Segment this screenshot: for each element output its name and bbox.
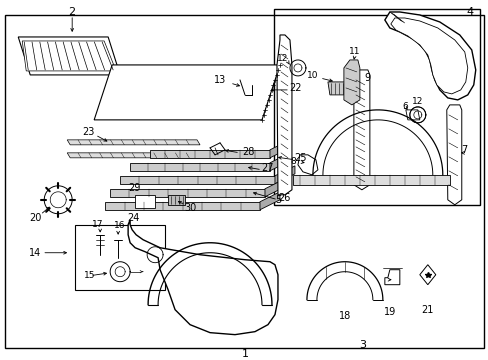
Polygon shape [110, 189, 264, 197]
Text: 19: 19 [383, 307, 395, 317]
Text: 15: 15 [84, 271, 96, 280]
Text: 13: 13 [213, 75, 225, 85]
Polygon shape [384, 270, 399, 285]
Text: 11: 11 [348, 48, 360, 57]
Text: 2: 2 [68, 7, 76, 17]
Polygon shape [343, 60, 359, 105]
Polygon shape [260, 192, 280, 210]
Text: 21: 21 [421, 305, 433, 315]
Polygon shape [67, 140, 200, 145]
Text: 20: 20 [29, 213, 41, 223]
Polygon shape [269, 140, 289, 158]
Text: 25: 25 [294, 153, 306, 163]
Polygon shape [384, 12, 475, 100]
Text: 14: 14 [29, 248, 41, 258]
Text: 16: 16 [114, 221, 125, 230]
Polygon shape [18, 37, 120, 75]
Polygon shape [264, 179, 285, 197]
Text: 24: 24 [127, 213, 139, 223]
Polygon shape [446, 105, 461, 205]
Text: 22: 22 [289, 83, 302, 93]
Polygon shape [297, 155, 317, 175]
Polygon shape [353, 70, 369, 190]
Polygon shape [135, 195, 155, 208]
Polygon shape [128, 220, 277, 335]
Polygon shape [274, 166, 294, 184]
Polygon shape [150, 150, 269, 158]
Text: 18: 18 [338, 311, 350, 321]
Text: 12: 12 [411, 98, 423, 107]
Bar [75, 225, 165, 290]
Text: 30: 30 [183, 203, 196, 213]
Polygon shape [292, 175, 449, 185]
Text: 27: 27 [261, 163, 274, 173]
Polygon shape [168, 195, 184, 205]
Text: 23: 23 [82, 127, 94, 137]
Text: 12: 12 [277, 54, 288, 63]
Text: 4: 4 [465, 7, 472, 17]
Polygon shape [105, 202, 260, 210]
Polygon shape [419, 265, 435, 285]
Text: 1: 1 [241, 348, 248, 359]
Text: 28: 28 [241, 147, 254, 157]
Polygon shape [22, 41, 116, 71]
Text: 6: 6 [401, 102, 407, 111]
Polygon shape [67, 153, 200, 158]
Polygon shape [269, 153, 289, 171]
Polygon shape [390, 18, 467, 94]
Text: 5: 5 [274, 195, 281, 205]
Polygon shape [130, 163, 269, 171]
Polygon shape [120, 176, 274, 184]
Text: 8: 8 [289, 157, 295, 166]
Polygon shape [327, 82, 349, 95]
Text: 9: 9 [364, 73, 370, 83]
Text: 26: 26 [277, 193, 289, 203]
Text: 10: 10 [306, 71, 318, 80]
Polygon shape [276, 35, 291, 195]
Polygon shape [405, 110, 419, 120]
Polygon shape [94, 65, 280, 120]
Text: 29: 29 [128, 183, 140, 193]
Text: 7: 7 [461, 145, 467, 155]
Text: 17: 17 [92, 220, 103, 229]
Bar [273, 9, 479, 205]
Text: 3: 3 [359, 339, 366, 350]
